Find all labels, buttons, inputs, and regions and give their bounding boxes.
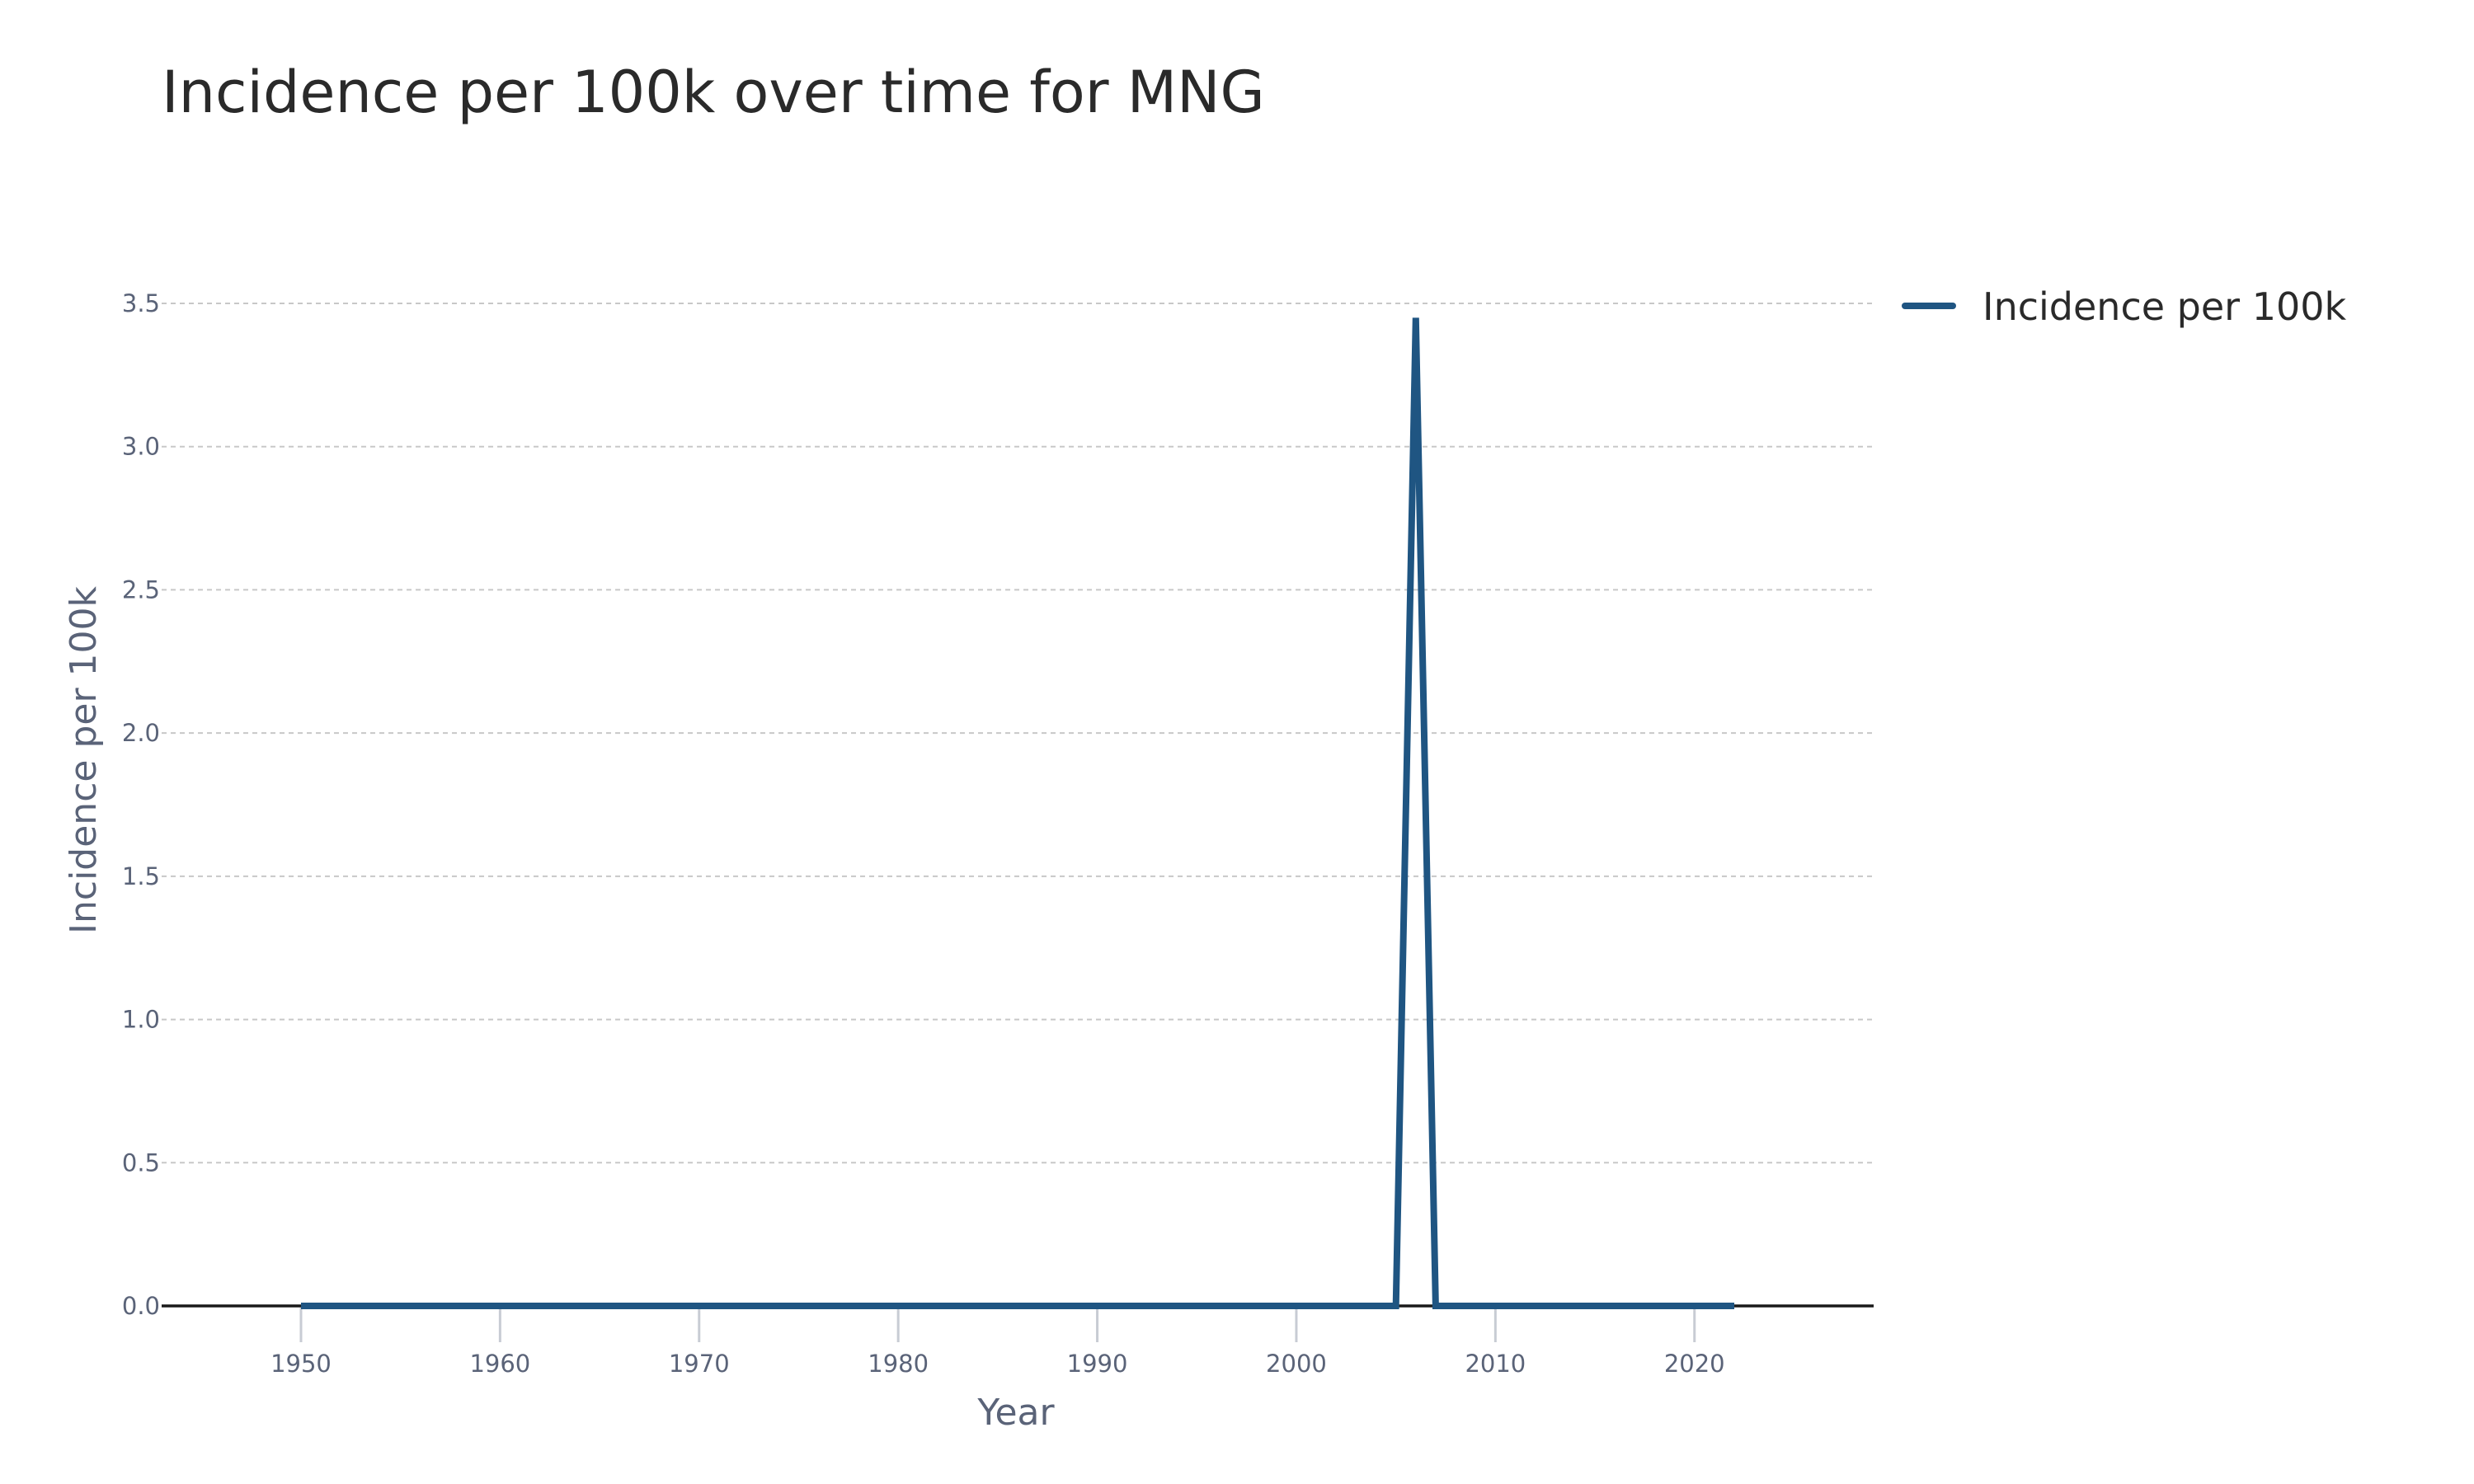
- y-axis-title: Incidence per 100k: [63, 586, 105, 934]
- y-tick-label: 0.5: [122, 1148, 160, 1176]
- x-tick-label: 2020: [1664, 1350, 1725, 1378]
- y-tick-label: 1.5: [122, 862, 160, 890]
- x-tick-label: 1960: [469, 1350, 530, 1378]
- y-tick-label: 3.5: [122, 289, 160, 317]
- y-axis-ticks: 0.0 0.5 1.0 1.5 2.0 2.5 3.0 3.5: [122, 289, 160, 1320]
- legend[interactable]: Incidence per 100k: [1902, 284, 2346, 329]
- y-tick-label: 3.0: [122, 433, 160, 461]
- x-axis-ticks: 1950 1960 1970 1980 1990 2000 2010 2020: [270, 1308, 1725, 1378]
- legend-label: Incidence per 100k: [1982, 284, 2346, 329]
- x-tick-label: 1950: [270, 1350, 332, 1378]
- x-axis-title: Year: [976, 1392, 1055, 1434]
- y-tick-label: 0.0: [122, 1292, 160, 1320]
- series-layer: [301, 317, 1734, 1309]
- series-line: [301, 317, 1734, 1309]
- x-tick-label: 2000: [1266, 1350, 1327, 1378]
- x-tick-label: 1990: [1067, 1350, 1128, 1378]
- y-tick-label: 2.0: [122, 719, 160, 747]
- grid: [162, 303, 1874, 1164]
- y-tick-label: 2.5: [122, 575, 160, 603]
- chart-title: Incidence per 100k over time for MNG: [162, 59, 1265, 126]
- x-tick-label: 2010: [1465, 1350, 1526, 1378]
- y-tick-label: 1.0: [122, 1006, 160, 1034]
- x-tick-label: 1980: [868, 1350, 929, 1378]
- x-tick-label: 1970: [669, 1350, 730, 1378]
